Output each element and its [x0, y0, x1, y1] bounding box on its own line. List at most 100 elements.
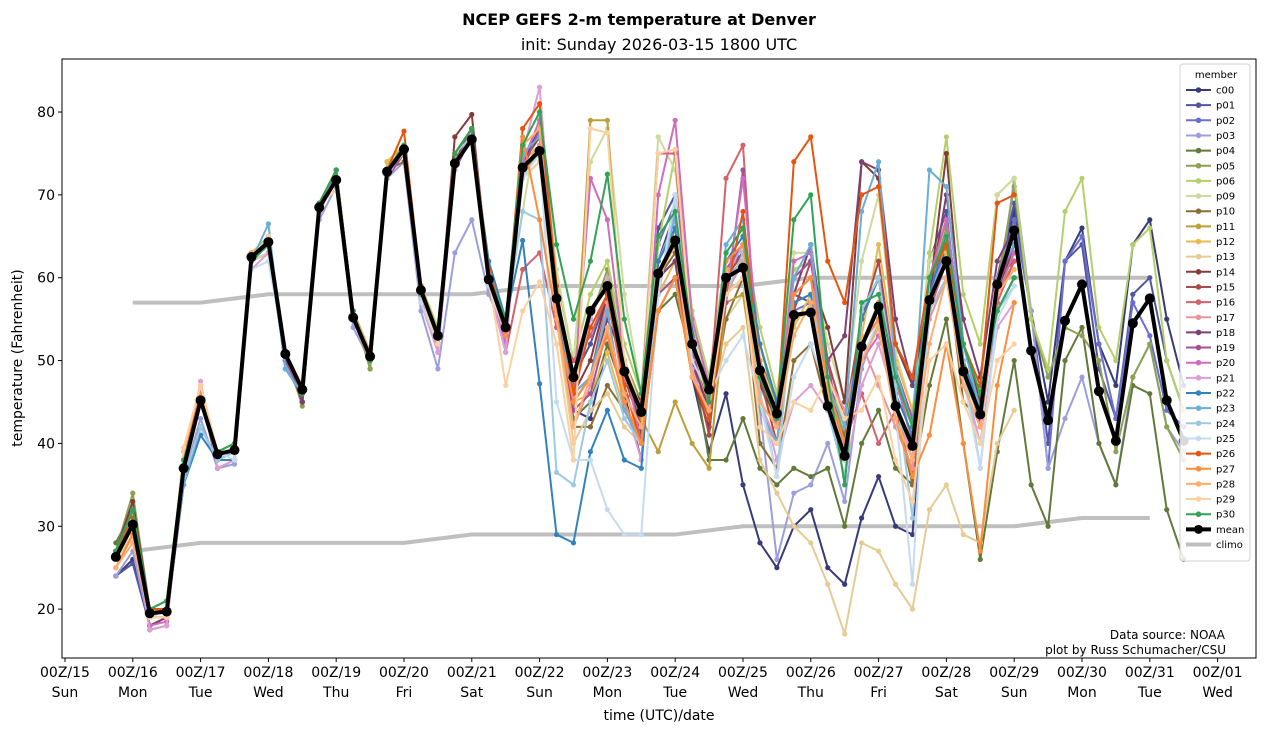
- series-p25-point: [587, 457, 594, 463]
- series-p14-point: [130, 498, 136, 505]
- series-p30-point: [1011, 275, 1017, 281]
- series-p29-point: [570, 457, 577, 463]
- series-p13-point: [757, 457, 763, 463]
- legend-item-p25: p25: [1186, 434, 1235, 445]
- chart-subtitle: init: Sunday 2026-03-15 1800 UTC: [521, 35, 797, 54]
- series-mean-point: [670, 235, 681, 246]
- series-p13-point: [994, 440, 1000, 447]
- legend-label: p26: [1216, 449, 1235, 460]
- x-tick-label: 00Z/23: [582, 665, 632, 681]
- legend-label: p15: [1216, 282, 1235, 293]
- series-p26-point: [536, 101, 543, 107]
- series-p03-point: [791, 490, 797, 496]
- series-p06-point: [1164, 357, 1170, 364]
- series-p26-point: [401, 128, 407, 134]
- series-p21-point: [604, 275, 610, 281]
- legend-label: p04: [1216, 146, 1235, 157]
- legend-item-p13: p13: [1186, 252, 1235, 263]
- series-p06-point: [943, 134, 949, 140]
- legend-item-p02: p02: [1186, 116, 1235, 127]
- series-p03-point: [1079, 374, 1085, 380]
- series-p10-point: [587, 424, 594, 430]
- series-p25-point: [231, 457, 238, 463]
- series-mean-line: [114, 137, 1186, 616]
- series-p29-point: [655, 150, 661, 157]
- series-p24-point: [520, 208, 526, 215]
- series-mean-point: [873, 301, 884, 312]
- series-p14-point: [943, 150, 949, 157]
- series-p06-point: [926, 250, 933, 256]
- series-p04-point: [1028, 482, 1034, 488]
- series-mean-point: [110, 551, 121, 562]
- series-p22-point: [553, 531, 560, 538]
- series-p02-point: [1130, 299, 1136, 306]
- series-p28-point: [977, 424, 983, 430]
- legend-label: p16: [1216, 298, 1235, 309]
- series-p23-point: [808, 241, 814, 248]
- legend-item-p12: p12: [1186, 237, 1235, 248]
- series-p21-point: [859, 382, 865, 389]
- legend-marker: [1195, 465, 1202, 472]
- series-p28-point: [587, 374, 594, 380]
- series-p19-point: [570, 407, 577, 413]
- series-p21-point: [875, 341, 882, 347]
- x-tick-label: 00Z/21: [447, 665, 497, 681]
- series-p16-point: [723, 175, 729, 181]
- legend-item-p28: p28: [1186, 479, 1235, 490]
- x-tick-day-label: Thu: [797, 685, 824, 701]
- series-p09-point: [621, 291, 627, 297]
- series-p27-point: [638, 440, 644, 447]
- series-mean-point: [517, 162, 528, 173]
- series-p04-point: [943, 316, 949, 322]
- series-mean-point: [924, 295, 935, 306]
- legend-item-p18: p18: [1186, 328, 1235, 339]
- series-p28-point: [774, 424, 780, 430]
- series-mean-point: [314, 202, 325, 213]
- legend-item-p22: p22: [1186, 389, 1235, 400]
- series-p29-point: [503, 382, 509, 389]
- x-tick-label: 00Z/24: [650, 665, 700, 681]
- series-layer: [110, 84, 1189, 637]
- series-p04-point: [859, 440, 865, 447]
- series-p03-point: [350, 324, 356, 331]
- series-mean-point: [653, 268, 664, 279]
- x-tick-day-label: Thu: [322, 685, 349, 701]
- legend-label: mean: [1216, 525, 1244, 536]
- legend-item-p09: p09: [1186, 192, 1235, 203]
- series-p13-point: [825, 581, 831, 587]
- series-p24-point: [553, 469, 560, 476]
- series-mean-point: [1127, 318, 1138, 329]
- legend-item-p14: p14: [1186, 267, 1235, 278]
- series-p16-point: [740, 142, 746, 148]
- series-p14-point: [825, 324, 831, 331]
- legend-item-p17: p17: [1186, 313, 1235, 324]
- series-p20-point: [740, 175, 746, 181]
- legend-label: climo: [1216, 540, 1243, 551]
- series-mean-point: [992, 279, 1003, 290]
- series-p15-point: [706, 432, 712, 438]
- series-p24-point: [570, 482, 577, 488]
- x-tick-label: 00Z/28: [921, 665, 971, 681]
- legend-label: p14: [1216, 267, 1235, 278]
- legend-label: p21: [1216, 373, 1235, 384]
- series-p24-point: [197, 424, 204, 430]
- series-mean-point: [1110, 435, 1121, 446]
- series-mean-point: [890, 401, 901, 412]
- series-p05-point: [1164, 424, 1170, 430]
- series-p03-point: [452, 250, 458, 256]
- series-p13-point: [808, 540, 814, 546]
- legend-label: p27: [1216, 464, 1235, 475]
- legend-box: [1179, 63, 1251, 562]
- series-p04-point: [926, 382, 933, 389]
- series-mean-point: [568, 372, 579, 383]
- series-p10-point: [604, 382, 610, 389]
- series-p30-point: [825, 374, 831, 380]
- series-p21-point: [147, 627, 153, 633]
- series-p24-point: [875, 275, 882, 281]
- series-mean-point: [721, 272, 732, 283]
- x-tick-day-label: Mon: [1067, 685, 1097, 701]
- legend-marker: [1195, 162, 1202, 169]
- series-p28-point: [926, 341, 933, 347]
- series-p25-point: [672, 192, 678, 198]
- series-p30-point: [604, 171, 610, 177]
